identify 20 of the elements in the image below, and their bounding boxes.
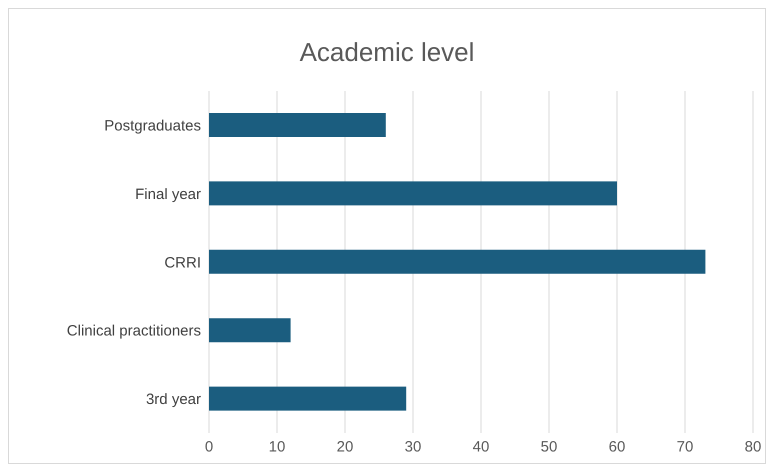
x-tick-label: 80 (744, 438, 762, 456)
y-tick-label: Postgraduates (104, 118, 201, 135)
y-tick-label: Clinical practitioners (66, 322, 201, 340)
bar (209, 250, 706, 274)
x-tick-label: 0 (204, 438, 214, 456)
x-tick-label: 10 (268, 438, 286, 456)
bar (209, 318, 291, 342)
x-tick-label: 20 (336, 438, 354, 456)
x-tick-label: 70 (676, 438, 694, 456)
x-tick-label: 50 (540, 438, 558, 456)
bar (209, 113, 386, 137)
x-tick-label: 60 (608, 438, 626, 456)
x-tick-label: 40 (472, 438, 490, 456)
y-tick-label: CRRI (164, 254, 201, 272)
x-tick-label: 30 (404, 438, 422, 456)
y-tick-label: 3rd year (146, 391, 201, 408)
chart-title: Academic level (298, 37, 476, 69)
bar (209, 181, 617, 206)
bar (209, 386, 406, 411)
y-tick-label: Final year (135, 186, 202, 203)
